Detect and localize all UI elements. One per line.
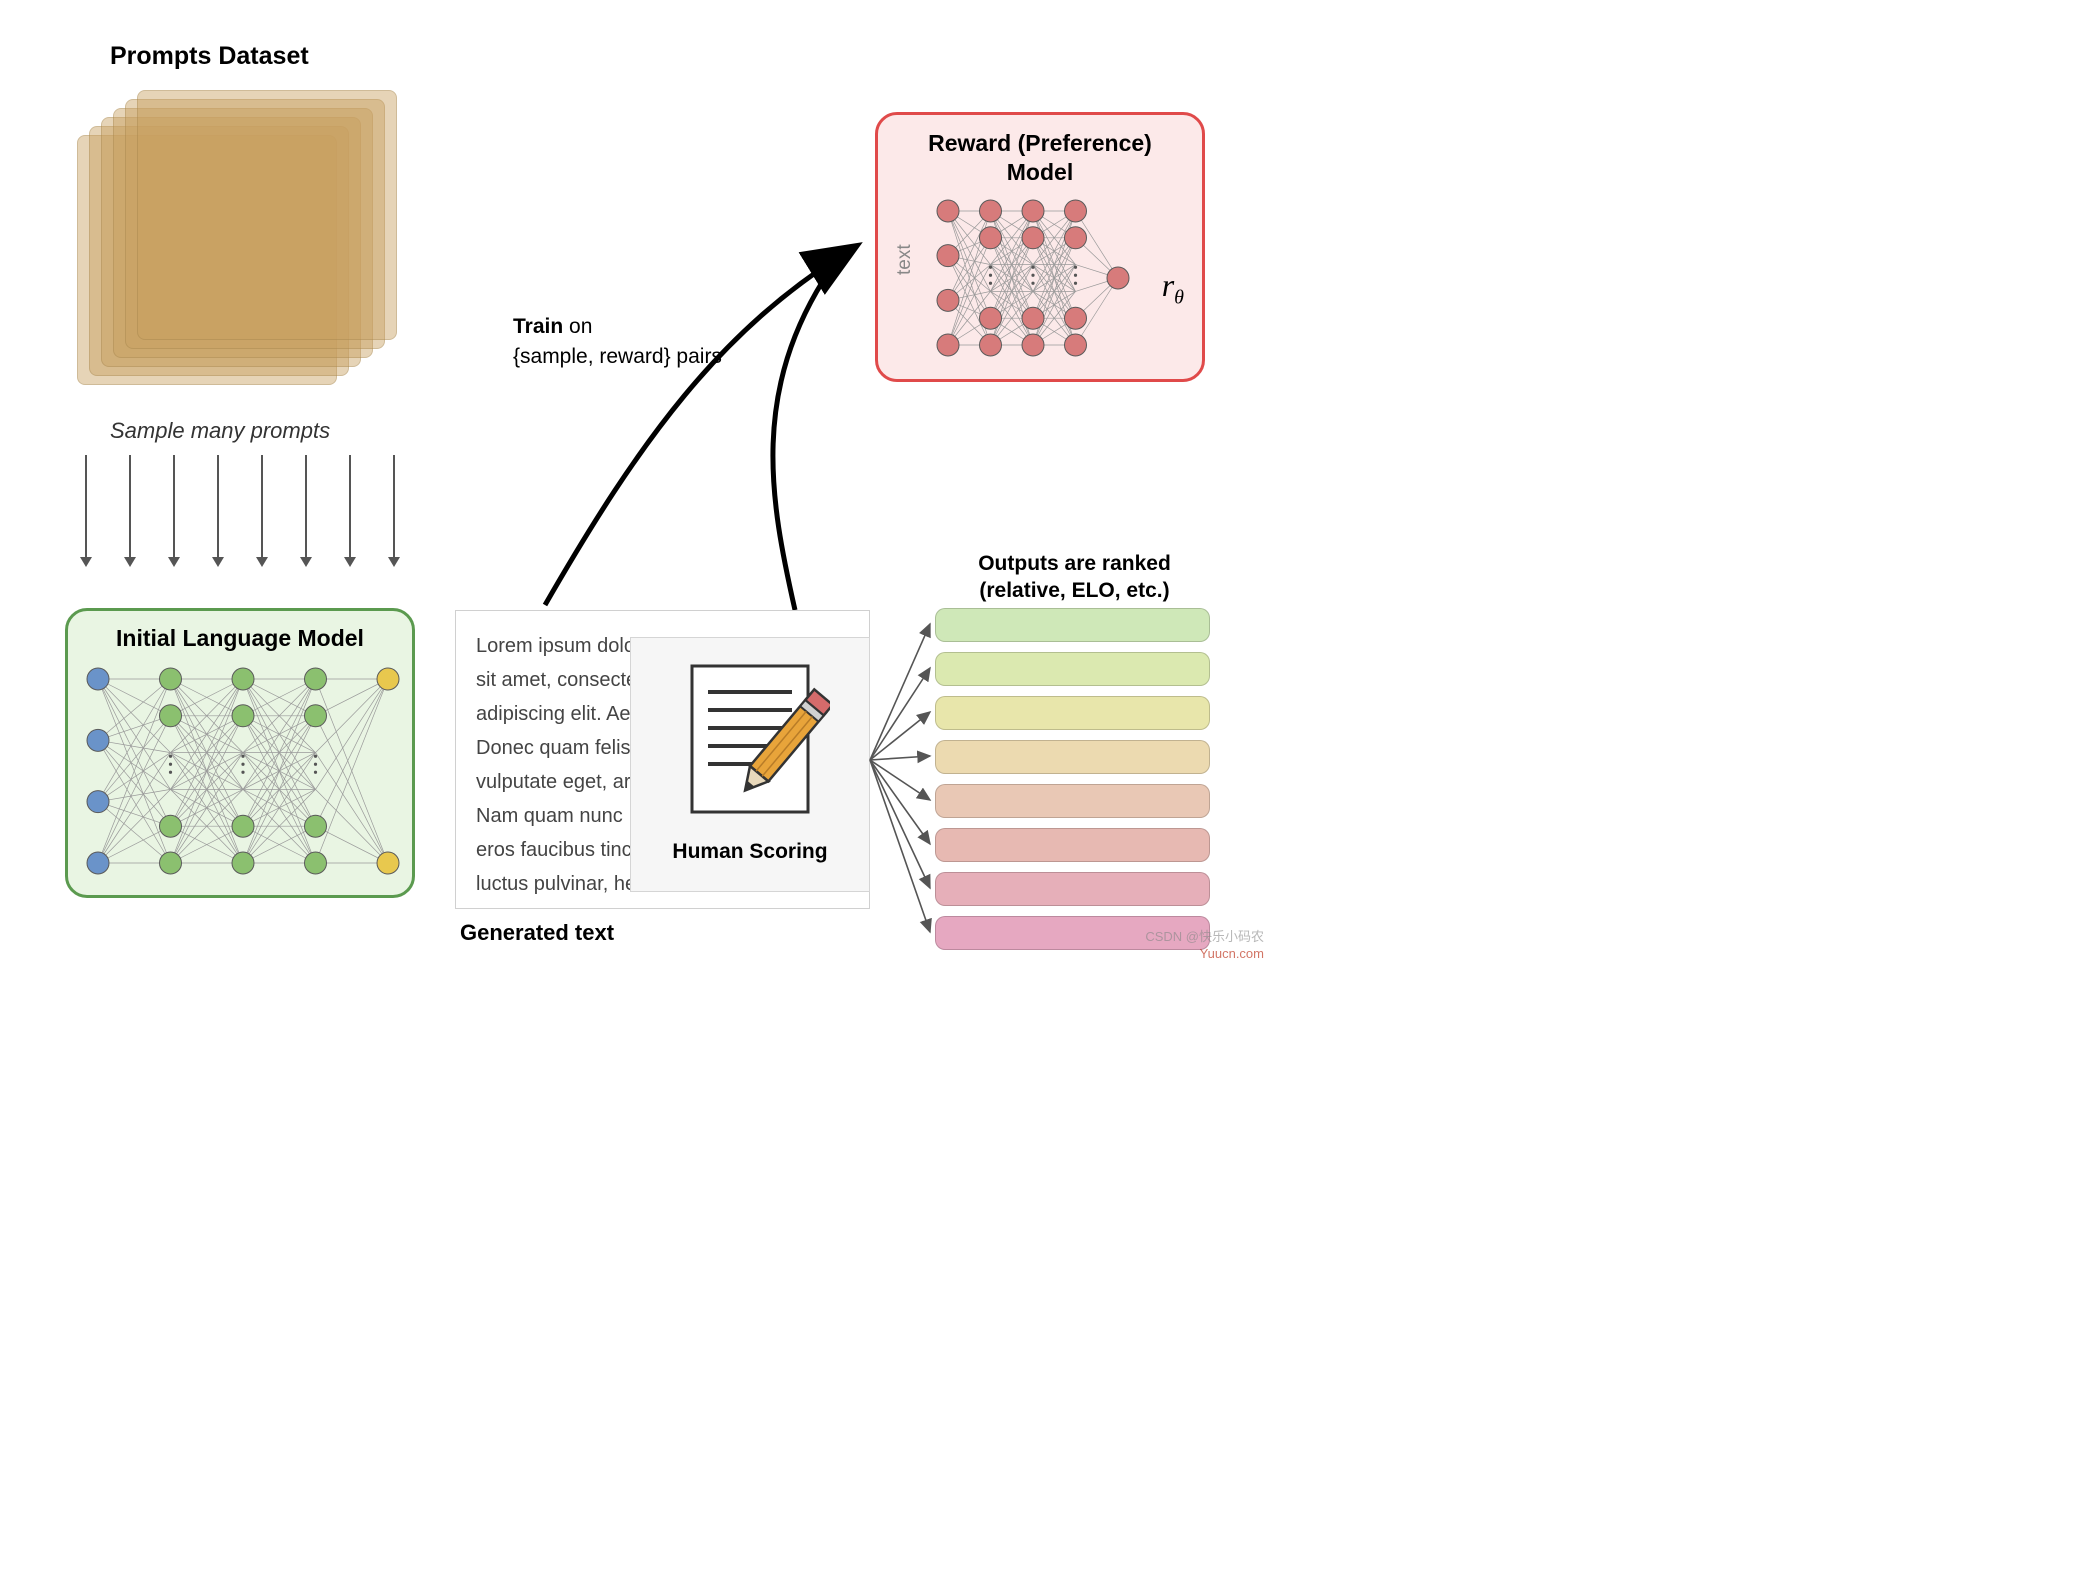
- watermark-csdn: CSDN @快乐小码农: [1145, 926, 1264, 945]
- rm-output-label: rθ: [1162, 267, 1184, 309]
- reward-model-box: Reward (Preference)Model text rθ: [875, 112, 1205, 382]
- ilm-title: Initial Language Model: [68, 625, 412, 652]
- down-arrows-group: [85, 455, 395, 585]
- ilm-network-icon: [68, 661, 418, 891]
- train-arrow-icon: [460, 210, 900, 630]
- prompts-title: Prompts Dataset: [110, 42, 309, 71]
- ranked-output-item: [935, 872, 1210, 906]
- down-arrow-icon: [129, 455, 131, 565]
- ranked-title: Outputs are ranked(relative, ELO, etc.): [942, 550, 1207, 605]
- human-scoring-label: Human Scoring: [631, 840, 869, 864]
- ranked-output-item: [935, 828, 1210, 862]
- initial-language-model-box: Initial Language Model: [65, 608, 415, 898]
- rm-title: Reward (Preference)Model: [878, 129, 1202, 187]
- prompts-stack: [77, 90, 397, 390]
- ranked-output-item: [935, 608, 1210, 642]
- down-arrow-icon: [349, 455, 351, 565]
- ranked-output-item: [935, 696, 1210, 730]
- scoring-document-icon: [670, 652, 830, 827]
- rank-arrows-icon: [868, 600, 938, 960]
- sample-label: Sample many prompts: [110, 418, 330, 444]
- down-arrow-icon: [261, 455, 263, 565]
- ranked-output-item: [935, 652, 1210, 686]
- down-arrow-icon: [173, 455, 175, 565]
- watermark-site: Yuucn.com: [1200, 946, 1264, 961]
- down-arrow-icon: [393, 455, 395, 565]
- human-scoring-box: Human Scoring: [630, 637, 870, 892]
- ranked-output-item: [935, 740, 1210, 774]
- down-arrow-icon: [217, 455, 219, 565]
- ranked-output-item: [935, 784, 1210, 818]
- rm-input-label: text: [894, 244, 916, 275]
- rm-network-icon: [918, 193, 1158, 373]
- ranked-outputs: [935, 608, 1210, 960]
- down-arrow-icon: [305, 455, 307, 565]
- down-arrow-icon: [85, 455, 87, 565]
- prompt-sheet: [137, 90, 397, 340]
- generated-text-label: Generated text: [460, 920, 614, 946]
